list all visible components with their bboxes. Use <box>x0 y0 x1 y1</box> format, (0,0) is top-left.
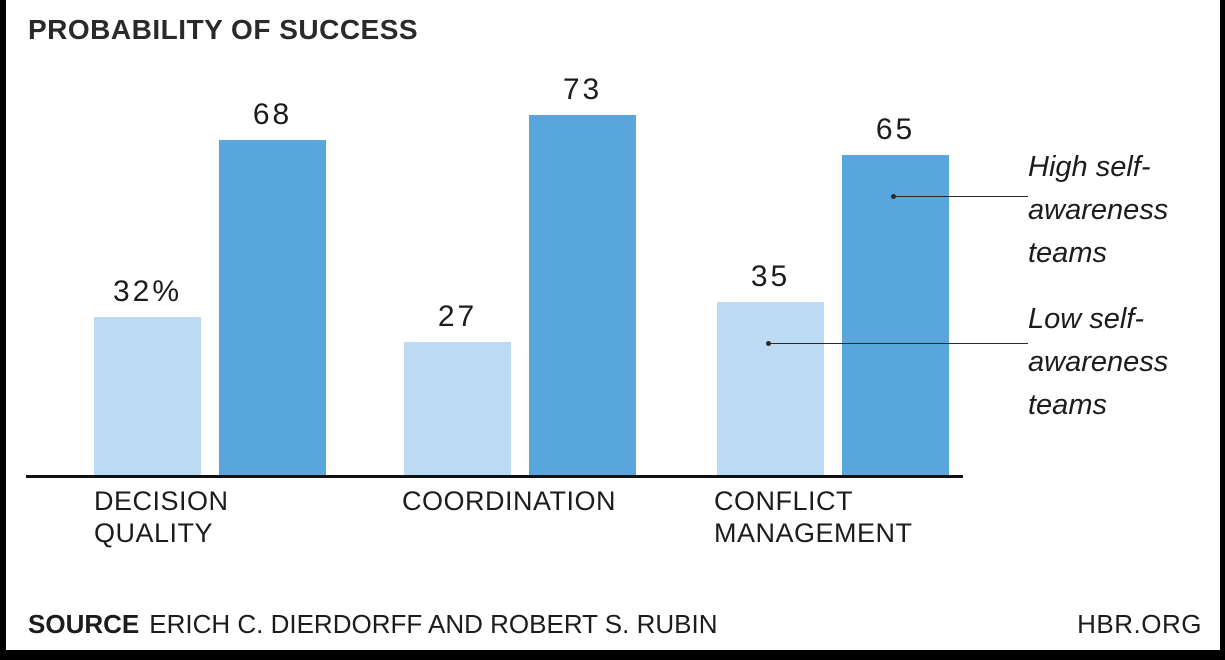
chart-frame: PROBABILITY OF SUCCESS 32% 68 27 73 <box>6 0 1220 650</box>
bar-low-decision-quality <box>94 317 201 475</box>
high-legend-connector-line <box>891 194 1028 199</box>
bar-low-conflict-management <box>717 302 824 475</box>
plot-area: 32% 68 27 73 35 65 <box>26 70 1028 478</box>
source-line: SOURCE ERICH C. DIERDORFF AND ROBERT S. R… <box>28 609 717 640</box>
bar-group-conflict-management: 35 65 <box>717 113 949 475</box>
bar-column: 68 <box>219 98 326 475</box>
bar-value-label: 35 <box>750 260 791 293</box>
source-label: SOURCE <box>28 609 140 639</box>
footer: SOURCE ERICH C. DIERDORFF AND ROBERT S. R… <box>28 609 1202 640</box>
bar-value-label: 27 <box>437 300 478 333</box>
source-text: ERICH C. DIERDORFF AND ROBERT S. RUBIN <box>149 609 718 639</box>
bar-low-coordination <box>404 342 511 475</box>
bar-value-label: 73 <box>562 73 603 106</box>
bar-column: 32% <box>94 275 201 475</box>
hbr-org-label: HBR.ORG <box>1077 609 1202 639</box>
bar-column: 27 <box>404 300 511 475</box>
bar-column: 65 <box>842 113 949 475</box>
chart-title: PROBABILITY OF SUCCESS <box>28 14 419 45</box>
legend-low-self-awareness: Low self- awareness teams <box>1028 303 1169 421</box>
bar-value-label: 65 <box>875 113 916 146</box>
bar-group-coordination: 27 73 <box>404 73 636 475</box>
low-legend-connector-line <box>766 341 1028 346</box>
x-axis-label-coordination: COORDINATION <box>402 486 616 516</box>
bar-column: 35 <box>717 260 824 475</box>
x-axis-label-conflict-management: CONFLICT MANAGEMENT <box>714 486 913 548</box>
bar-value-label: 32% <box>112 275 183 308</box>
bar-high-conflict-management <box>842 155 949 475</box>
bar-group-decision-quality: 32% 68 <box>94 98 326 475</box>
bar-column: 73 <box>529 73 636 475</box>
legend-high-self-awareness: High self- awareness teams <box>1028 151 1169 269</box>
bar-high-coordination <box>529 115 636 475</box>
bar-high-decision-quality <box>219 140 326 475</box>
bar-value-label: 68 <box>252 98 293 131</box>
x-axis-label-decision-quality: DECISION QUALITY <box>94 486 229 548</box>
